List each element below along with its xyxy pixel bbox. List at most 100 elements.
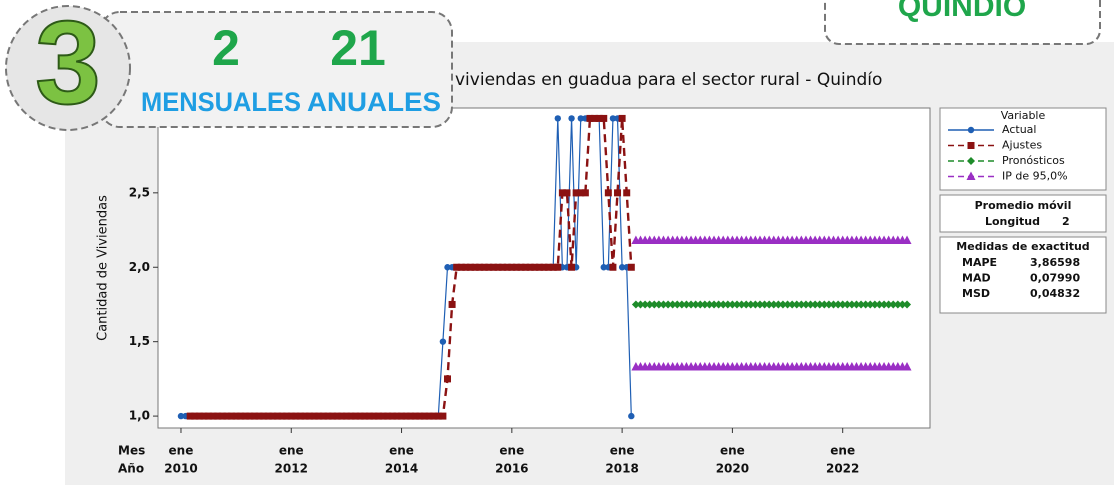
marker (425, 412, 433, 420)
marker (310, 412, 318, 420)
marker (200, 412, 208, 420)
marker (365, 412, 373, 420)
marker (324, 412, 332, 420)
marker (600, 264, 607, 271)
x-tick-label: 2014 (385, 462, 418, 476)
marker (471, 263, 479, 271)
marker (430, 412, 438, 420)
marker (604, 189, 612, 197)
marker (723, 300, 732, 309)
marker (434, 412, 442, 420)
marker (209, 412, 217, 420)
marker (902, 361, 912, 371)
marker (508, 263, 516, 271)
marker (338, 412, 346, 420)
marker (186, 412, 194, 420)
marker (733, 300, 741, 309)
marker (714, 300, 723, 309)
marker (893, 300, 902, 309)
marker (696, 300, 705, 309)
marker (191, 412, 199, 420)
marker (792, 300, 801, 309)
marker (444, 375, 451, 383)
marker (889, 300, 898, 309)
marker (664, 300, 673, 309)
marker (861, 300, 870, 309)
overlay: 3 2 21 MENSUALES ANUALES QUINDÍO (5, 0, 1101, 131)
marker (278, 412, 286, 420)
marker (476, 263, 484, 271)
x-tick-label: ene (389, 444, 414, 458)
accuracy-title: Medidas de exactitud (956, 240, 1089, 253)
marker (737, 300, 746, 309)
monthly-value: 2 (212, 20, 240, 76)
marker (301, 412, 309, 420)
marker (480, 263, 488, 271)
marker (439, 338, 447, 345)
x-tick-label: ene (720, 444, 745, 458)
marker (457, 263, 465, 271)
y-tick-label: 1,5 (129, 334, 150, 348)
marker (402, 412, 410, 420)
marker (370, 412, 378, 420)
region-box (824, 0, 1101, 45)
marker (232, 412, 240, 420)
marker (568, 263, 576, 271)
marker (347, 412, 355, 420)
marker (623, 189, 631, 197)
marker (255, 412, 263, 420)
marker (329, 412, 337, 420)
method-title: Promedio móvil (975, 199, 1072, 212)
marker (205, 412, 213, 420)
y-axis-label: Cantidad de Viviendas (96, 195, 111, 341)
marker (287, 412, 295, 420)
marker (636, 300, 645, 309)
marker (283, 412, 291, 420)
marker (673, 300, 682, 309)
marker (595, 114, 603, 122)
marker (815, 300, 824, 309)
marker (214, 412, 222, 420)
marker (586, 114, 594, 122)
marker (489, 263, 497, 271)
accuracy-value: 3,86598 (1030, 256, 1080, 269)
marker (774, 300, 783, 309)
marker (439, 412, 447, 420)
marker (677, 300, 686, 309)
marker (393, 412, 401, 420)
badge-number: 3 (35, 0, 101, 129)
x-tick-label: 2010 (164, 462, 197, 476)
marker (870, 300, 879, 309)
marker (499, 263, 507, 271)
marker (609, 115, 617, 122)
marker (591, 114, 599, 122)
method-label: Longitud (985, 215, 1040, 228)
monthly-label: MENSUALES (141, 87, 301, 117)
marker (416, 412, 424, 420)
legend-label: Pronósticos (1002, 154, 1065, 167)
marker (462, 263, 470, 271)
annual-value: 21 (330, 20, 386, 76)
marker (306, 412, 314, 420)
marker (581, 189, 589, 197)
chart-title: viviendas en guadua para el sector rural… (455, 70, 882, 90)
marker (444, 264, 451, 271)
marker (668, 300, 677, 309)
marker (375, 412, 383, 420)
marker (466, 263, 474, 271)
marker (237, 412, 245, 420)
marker (411, 412, 419, 420)
marker (691, 300, 700, 309)
x-tick-label: 2022 (826, 462, 859, 476)
marker (273, 412, 281, 420)
region-label: QUINDÍO (898, 0, 1026, 23)
marker (223, 412, 231, 420)
marker (503, 263, 511, 271)
marker (884, 300, 893, 309)
marker (554, 263, 562, 271)
marker (177, 412, 185, 420)
x-tick-label: ene (279, 444, 304, 458)
badge-circle (5, 5, 131, 131)
marker (769, 300, 778, 309)
y-tick-label: 1,0 (129, 409, 150, 423)
